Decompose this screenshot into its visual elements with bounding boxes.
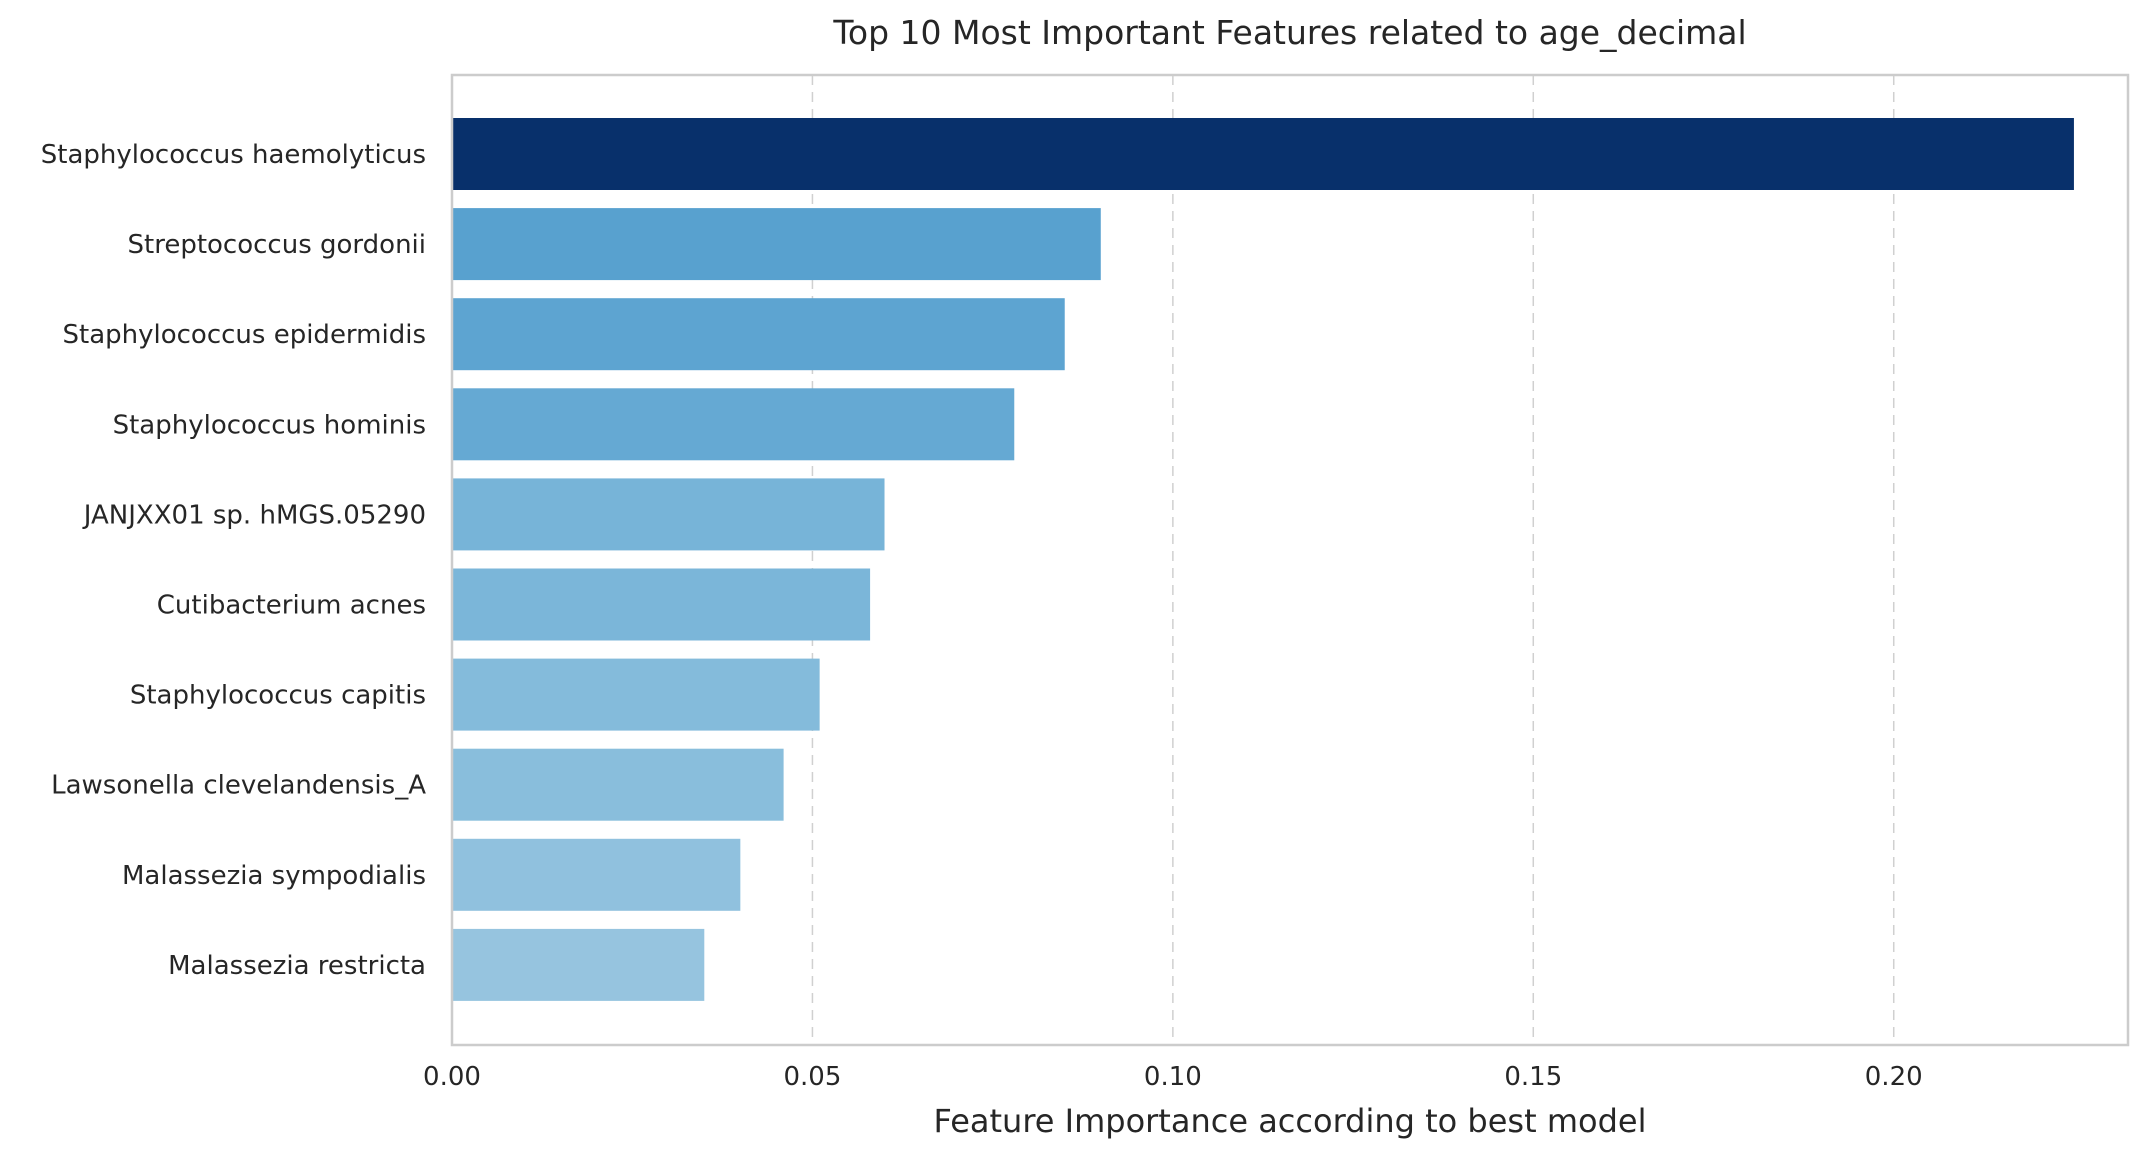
y-tick-label: Staphylococcus capitis <box>130 681 426 711</box>
y-tick-label: JANJXX01 sp. hMGS.05290 <box>82 500 426 530</box>
chart-title: Top 10 Most Important Features related t… <box>832 13 1746 52</box>
bar <box>452 748 784 821</box>
y-tick-label: Streptococcus gordonii <box>128 230 426 260</box>
y-tick-label: Cutibacterium acnes <box>157 591 426 621</box>
x-tick-label: 0.10 <box>1144 1062 1202 1092</box>
y-tick-label: Staphylococcus epidermidis <box>63 320 427 350</box>
bar <box>452 838 741 911</box>
x-tick-labels: 0.00 0.05 0.10 0.15 0.20 <box>423 1062 1923 1092</box>
gridlines <box>811 75 1895 1045</box>
bar <box>452 478 885 551</box>
y-tick-label: Lawsonella clevelandensis_A <box>51 771 426 801</box>
bar <box>452 118 2074 190</box>
bar <box>452 568 871 641</box>
bars <box>452 118 2074 1001</box>
plot-frame <box>450 73 2130 1047</box>
bar <box>452 658 820 731</box>
bar <box>452 928 705 1001</box>
x-tick-label: 0.00 <box>423 1062 481 1092</box>
bar <box>452 298 1065 371</box>
y-tick-label: Staphylococcus hominis <box>113 410 426 440</box>
x-axis-title: Feature Importance according to best mod… <box>934 1102 1647 1140</box>
bar <box>452 388 1015 461</box>
x-tick-label: 0.20 <box>1865 1062 1923 1092</box>
y-tick-label: Malassezia sympodialis <box>122 861 426 891</box>
x-tick-label: 0.15 <box>1504 1062 1562 1092</box>
y-tick-label: Malassezia restricta <box>168 951 426 981</box>
bar <box>452 208 1101 281</box>
x-tick-label: 0.05 <box>783 1062 841 1092</box>
y-tick-label: Staphylococcus haemolyticus <box>41 140 426 170</box>
y-tick-labels: Staphylococcus haemolyticus Streptococcus… <box>41 140 426 981</box>
